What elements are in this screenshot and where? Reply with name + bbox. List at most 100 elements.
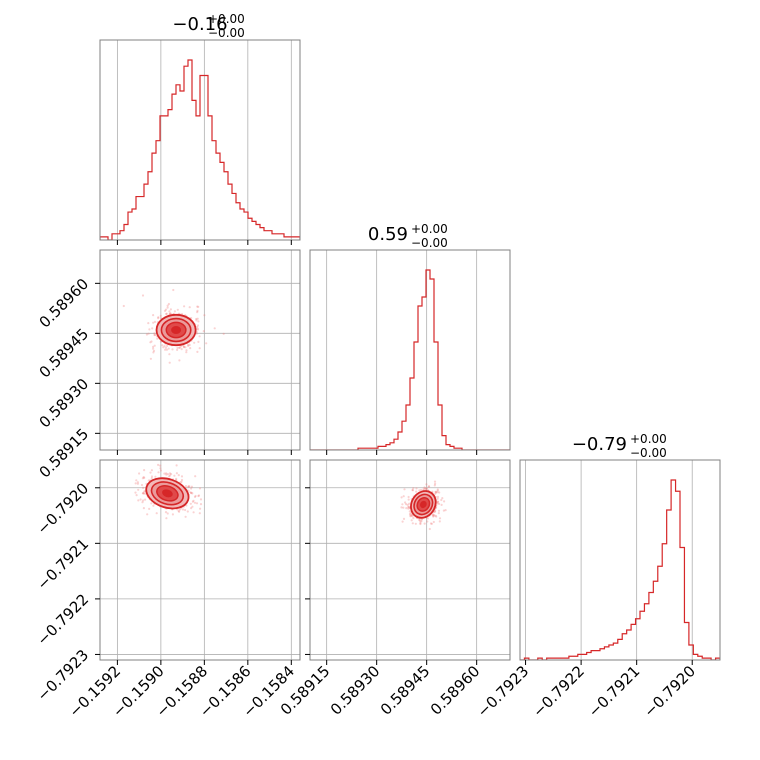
scatter-point: [180, 475, 184, 478]
scatter-point: [408, 512, 412, 516]
scatter-point: [409, 515, 412, 518]
scatter-point: [419, 520, 422, 523]
scatter-point: [203, 314, 206, 317]
scatter-point: [177, 509, 180, 512]
scatter-point: [402, 495, 405, 498]
scatter-point: [138, 472, 141, 475]
scatter-point: [144, 498, 147, 501]
scatter-point: [134, 491, 137, 494]
scatter-point: [181, 508, 185, 511]
scatter-point: [406, 503, 409, 506]
scatter-point: [148, 507, 151, 510]
scatter-point: [152, 347, 155, 350]
panel-content: [100, 460, 300, 660]
scatter-point: [192, 499, 195, 502]
scatter-point: [408, 502, 411, 505]
scatter-point: [178, 346, 181, 349]
scatter-point: [152, 351, 155, 354]
scatter-point: [196, 324, 200, 327]
scatter-point: [141, 501, 144, 504]
scatter-point: [415, 490, 418, 493]
scatter-point: [432, 515, 435, 518]
scatter-point: [163, 309, 167, 312]
scatter-point: [193, 495, 197, 498]
scatter-point: [153, 344, 156, 347]
scatter-point: [184, 346, 187, 349]
y-tick-label: −0.7920: [34, 479, 93, 538]
scatter-point: [150, 469, 153, 472]
scatter-point: [437, 511, 440, 515]
scatter-point: [169, 312, 172, 315]
scatter-point: [419, 522, 422, 526]
scatter-point: [175, 464, 178, 467]
scatter-point: [190, 487, 193, 490]
scatter-point: [405, 503, 408, 506]
scatter-point: [146, 513, 149, 516]
scatter-point: [190, 485, 193, 488]
scatter-point: [150, 475, 154, 478]
scatter-point: [411, 489, 414, 492]
x-tick-label: −0.7923: [474, 662, 533, 721]
scatter-point: [423, 486, 426, 489]
scatter-point: [176, 346, 179, 349]
scatter-point: [419, 522, 422, 525]
scatter-point: [185, 349, 188, 352]
scatter-point: [141, 492, 144, 495]
scatter-point: [168, 361, 171, 364]
scatter-point: [222, 332, 225, 335]
scatter-point: [162, 346, 165, 349]
scatter-point: [188, 306, 191, 309]
scatter-point: [152, 321, 155, 324]
scatter-point: [410, 514, 413, 517]
scatter-point: [168, 475, 171, 478]
panel-content: [100, 250, 300, 450]
scatter-point: [182, 346, 186, 349]
scatter-point: [191, 492, 194, 495]
scatter-point: [150, 477, 153, 480]
scatter-point: [155, 512, 158, 515]
panel-frame: [99, 459, 301, 661]
scatter-point: [194, 475, 197, 478]
scatter-point: [166, 344, 169, 347]
scatter-point: [436, 489, 439, 492]
scatter-point: [165, 517, 168, 520]
scatter-point: [418, 489, 421, 492]
scatter-point: [436, 500, 439, 503]
scatter-point: [165, 312, 168, 315]
scatter-point: [408, 510, 411, 513]
scatter-point: [438, 520, 441, 523]
scatter-point: [435, 490, 438, 494]
histogram-panel-0: [99, 39, 301, 245]
scatter-point: [166, 512, 169, 515]
scatter-point: [137, 488, 140, 491]
scatter-panel-0-2: [95, 459, 301, 665]
scatter-point: [412, 487, 415, 490]
scatter-point: [159, 469, 162, 472]
y-tick-label: 0.58945: [36, 325, 93, 382]
scatter-point: [195, 317, 198, 321]
scatter-point: [432, 513, 435, 516]
scatter-point: [193, 341, 196, 344]
scatter-point: [134, 482, 137, 485]
panel-content: [310, 250, 510, 450]
scatter-point: [433, 480, 437, 483]
scatter-point: [193, 501, 197, 504]
scatter-point: [443, 500, 446, 503]
scatter-point: [141, 477, 144, 480]
scatter-point: [420, 520, 423, 523]
histogram-panel-2: [519, 459, 721, 665]
scatter-point: [441, 497, 444, 500]
scatter-point: [179, 345, 183, 348]
scatter-point: [189, 347, 192, 350]
scatter-point: [197, 305, 200, 308]
scatter-point: [411, 488, 414, 492]
histogram-step-line: [310, 269, 510, 450]
scatter-point: [404, 501, 407, 504]
scatter-point: [180, 348, 183, 351]
scatter-point: [180, 480, 183, 483]
scatter-point: [401, 503, 404, 506]
scatter-point: [190, 491, 193, 494]
scatter-point: [157, 316, 160, 319]
scatter-point: [165, 472, 168, 475]
